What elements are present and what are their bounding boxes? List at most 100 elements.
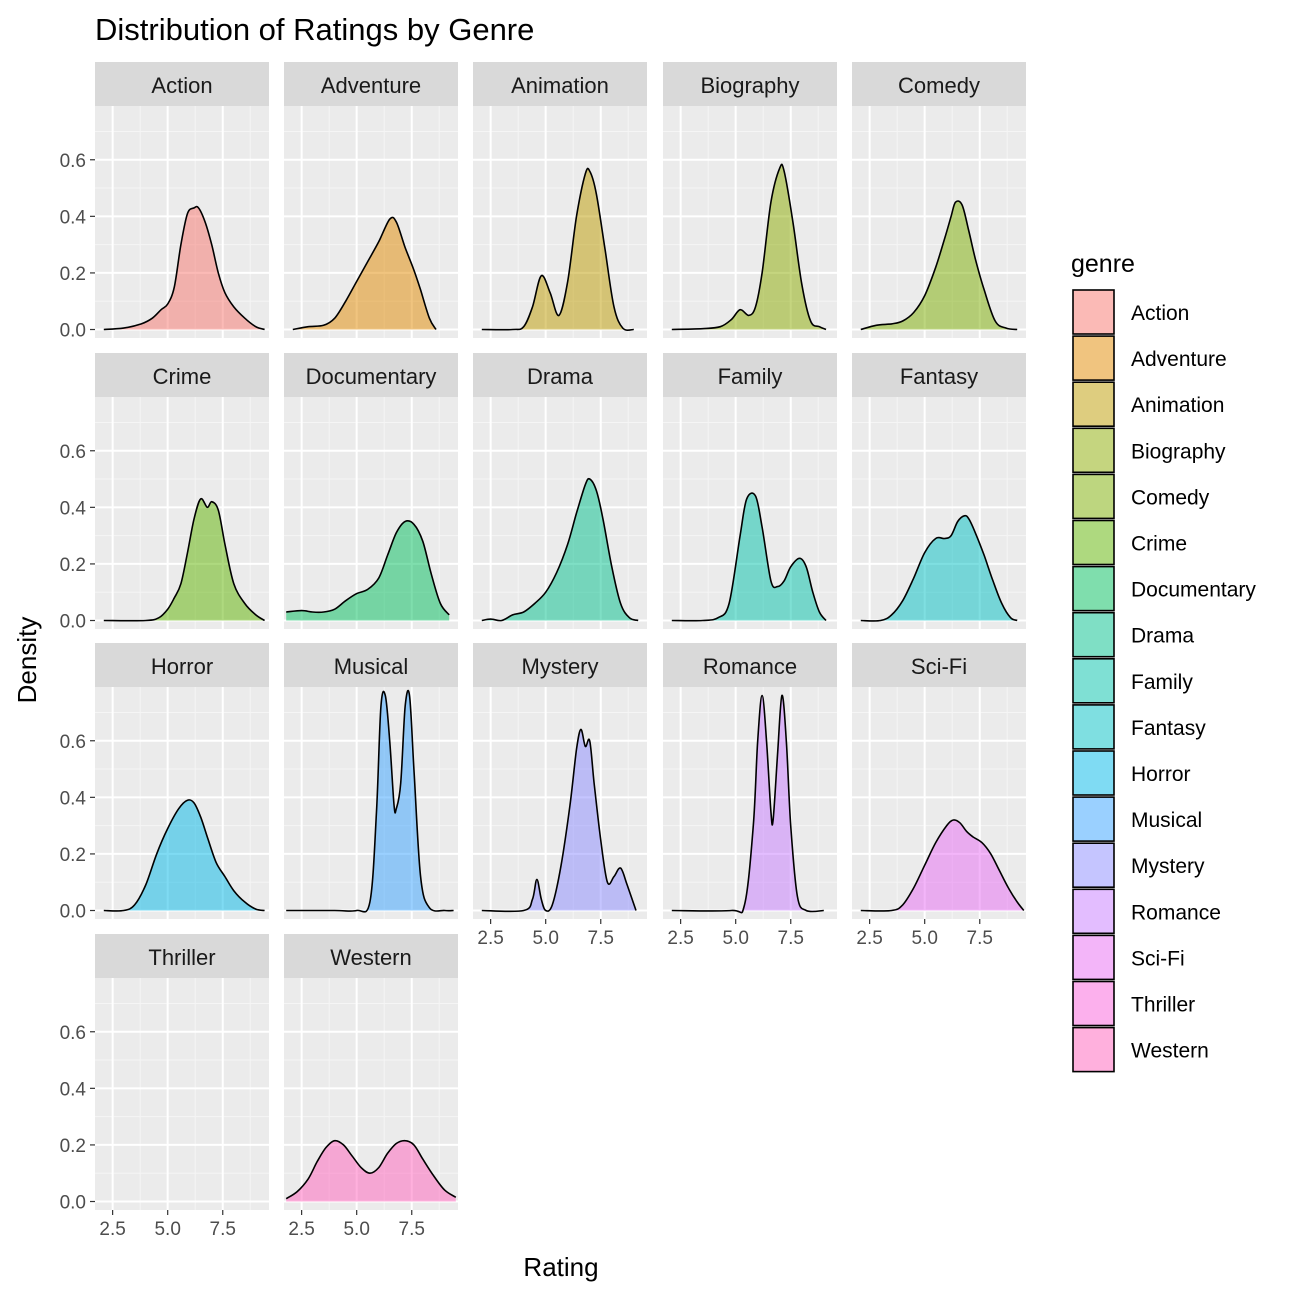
density-area-drama (481, 478, 639, 621)
x-tick-label: 2.5 (477, 928, 503, 949)
facet-strip-label: Action (151, 73, 212, 98)
y-tick-label: 0.4 (60, 1079, 87, 1100)
legend-label: Action (1131, 302, 1189, 325)
facet-strip (473, 353, 647, 397)
density-line-western (285, 1139, 457, 1200)
facet-strip (95, 62, 269, 106)
x-tick-label: 2.5 (288, 1219, 314, 1240)
density-area-fantasy (860, 515, 1018, 621)
facet-strip (95, 934, 269, 978)
facet-strip-label: Comedy (898, 73, 980, 98)
facet-strip (473, 643, 647, 687)
density-line-documentary (286, 520, 450, 616)
density-line-crime (103, 497, 266, 622)
legend-item-western: Western (1072, 1026, 1209, 1073)
density-area-sci-fi (860, 819, 1024, 911)
x-tick-label: 7.5 (399, 1219, 425, 1240)
legend-item-romance: Romance (1072, 888, 1221, 935)
panel-background (473, 106, 647, 338)
x-axis-title: Rating (523, 1252, 598, 1282)
facet-drama: Drama (473, 353, 647, 629)
legend-swatch (1072, 888, 1115, 935)
legend-swatch (1072, 980, 1115, 1027)
legend-item-biography: Biography (1072, 427, 1226, 474)
legend-label: Mystery (1131, 855, 1205, 878)
legend-item-family: Family (1072, 657, 1193, 704)
density-line-drama (481, 477, 639, 622)
density-line-mystery (481, 728, 637, 913)
legend-item-mystery: Mystery (1072, 842, 1205, 889)
facet-strip-label: Fantasy (900, 364, 978, 389)
y-tick-label: 0.0 (60, 1193, 86, 1214)
legend-item-horror: Horror (1072, 750, 1191, 796)
facet-romance: Romance 2.5 5.0 7.5 (663, 643, 837, 949)
panel-background (95, 978, 269, 1210)
y-tick-label: 0.2 (60, 845, 86, 866)
legend-label: Western (1131, 1040, 1209, 1063)
facet-strip (284, 643, 458, 687)
legend-swatch (1072, 473, 1115, 520)
legend-item-fantasy: Fantasy (1072, 704, 1206, 750)
density-line-musical (286, 689, 454, 913)
legend-swatch (1072, 289, 1115, 335)
legend-item-sci-fi: Sci-Fi (1072, 934, 1185, 981)
legend-item-musical: Musical (1072, 796, 1202, 842)
chart-title: Distribution of Ratings by Genre (95, 12, 534, 47)
legend-item-drama: Drama (1072, 611, 1194, 658)
y-tick-label: 0.6 (60, 442, 86, 463)
density-line-family (671, 492, 827, 622)
density-area-horror (103, 799, 265, 911)
legend-item-comedy: Comedy (1072, 473, 1210, 520)
legend-swatch (1072, 1026, 1115, 1073)
density-area-romance (671, 695, 824, 913)
x-tick-label: 5.0 (532, 928, 558, 949)
y-tick-label: 0.6 (60, 1023, 86, 1044)
density-area-musical (286, 690, 454, 912)
x-tick-label: 5.0 (154, 1219, 180, 1240)
legend-label: Romance (1131, 901, 1221, 924)
legend-item-documentary: Documentary (1072, 565, 1256, 612)
facet-strip-label: Western (330, 945, 412, 970)
density-area-biography (671, 164, 826, 330)
legend-swatch (1072, 750, 1115, 796)
density-line-fantasy (860, 514, 1018, 622)
facet-strip-label: Biography (700, 73, 799, 98)
legend-label: Musical (1131, 809, 1202, 832)
panel-background (284, 687, 458, 919)
facet-strip (663, 353, 837, 397)
legend-title: genre (1071, 250, 1135, 278)
density-area-documentary (286, 520, 450, 621)
facet-strip-label: Animation (511, 73, 609, 98)
facet-strip (284, 934, 458, 978)
legend-label: Crime (1131, 533, 1187, 556)
x-tick-label: 7.5 (778, 928, 804, 949)
x-tick-label: 5.0 (343, 1219, 369, 1240)
density-line-animation (481, 167, 634, 331)
facet-strip-label: Musical (334, 654, 409, 679)
legend-swatch (1072, 335, 1115, 381)
facet-strip-label: Sci-Fi (911, 654, 967, 679)
facet-animation: Animation (473, 62, 647, 338)
facet-adventure: Adventure (284, 62, 458, 338)
x-tick-label: 7.5 (967, 928, 993, 949)
density-line-romance (671, 694, 824, 914)
facet-horror: Horror 0.0 0.2 0.4 0.6 (60, 643, 269, 923)
density-area-action (103, 206, 265, 330)
x-tick-label: 2.5 (99, 1219, 125, 1240)
legend: genre Action Adventure Animation Biography C… (1071, 250, 1256, 1073)
facet-mystery: Mystery 2.5 5.0 7.5 (473, 643, 647, 949)
facet-strip (284, 62, 458, 106)
x-tick-label: 2.5 (856, 928, 882, 949)
legend-swatch (1072, 519, 1115, 566)
legend-item-thriller: Thriller (1072, 980, 1195, 1027)
legend-label: Adventure (1131, 348, 1227, 371)
facet-strip-label: Family (718, 364, 783, 389)
legend-label: Thriller (1131, 994, 1195, 1017)
facet-strip (852, 643, 1026, 687)
y-axis-title: Density (12, 617, 42, 704)
x-tick-label: 2.5 (667, 928, 693, 949)
facet-musical: Musical (284, 643, 458, 919)
legend-label: Documentary (1131, 579, 1256, 602)
legend-label: Biography (1131, 440, 1226, 463)
